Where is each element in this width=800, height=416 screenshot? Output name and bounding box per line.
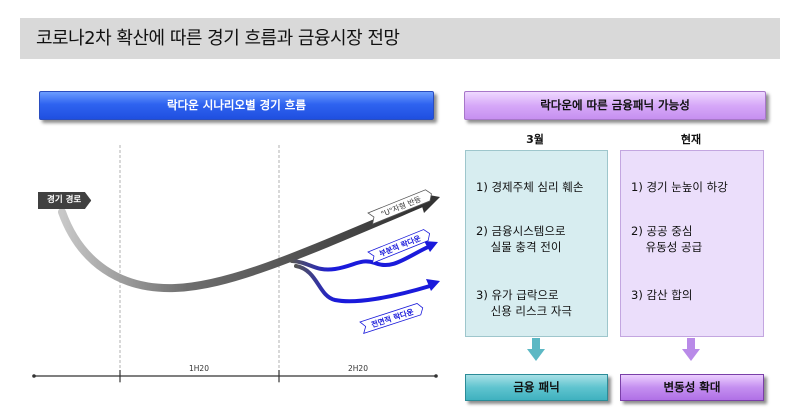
partial-lockdown-label: 부분적 락다운: [367, 229, 431, 264]
march-factors-box: 1) 경제주체 심리 훼손 2) 금융시스템으로 실물 충격 전이 3) 유가 …: [465, 150, 608, 337]
main-path-curve: [58, 200, 424, 293]
current-item-1: 1) 경기 눈높이 하강: [631, 180, 728, 194]
period-2h20: 2H20: [348, 364, 368, 373]
full-lockdown-label: 전면적 락다운: [359, 303, 424, 335]
economic-path-tag: 경기 경로: [38, 192, 92, 209]
page-title: 코로나2차 확산에 따른 경기 흐름과 금융시장 전망: [36, 28, 400, 49]
economic-flow-diagram: "U"자형 반등 부분적 락다운 전면적 락다운 1H20 2H20: [32, 145, 440, 385]
svg-text:전면적 락다운: 전면적 락다운: [370, 306, 415, 329]
full-lockdown-curve: [294, 264, 432, 304]
partial-lockdown-curve: [290, 245, 430, 272]
column-label-march: 3월: [526, 133, 544, 146]
column-label-now: 현재: [680, 133, 702, 146]
panic-header: 락다운에 따른 금융패닉 가능성: [464, 91, 766, 120]
financial-panic-result: 금융 패닉: [465, 374, 608, 401]
scenario-header: 락다운 시나리오별 경기 흐름: [39, 91, 434, 120]
current-item-2: 2) 공공 중심 유동성 공급: [631, 224, 703, 254]
full-lockdown-arrowhead: [426, 279, 440, 291]
period-1h20: 1H20: [189, 364, 209, 373]
march-item-3: 3) 유가 급락으로 신용 리스크 자극: [476, 288, 572, 318]
title-bar: 코로나2차 확산에 따른 경기 흐름과 금융시장 전망: [20, 18, 780, 59]
current-factors-box: 1) 경기 눈높이 하강 2) 공공 중심 유동성 공급 3) 감산 합의: [620, 150, 764, 337]
current-item-3: 3) 감산 합의: [631, 288, 693, 302]
volatility-expansion-result: 변동성 확대: [620, 374, 764, 401]
down-arrow-icon: [527, 338, 545, 361]
partial-lockdown-arrowhead: [424, 241, 438, 252]
down-arrow-icon: [682, 338, 700, 361]
march-item-1: 1) 경제주체 심리 훼손: [476, 180, 584, 194]
march-item-2: 2) 금융시스템으로 실물 충격 전이: [476, 224, 566, 254]
